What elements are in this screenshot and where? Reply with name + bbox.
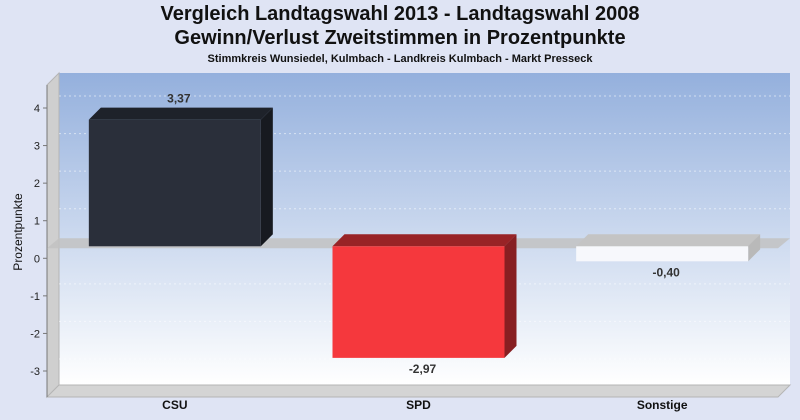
bar-side-face xyxy=(260,107,273,247)
bar-top-face xyxy=(332,234,517,247)
bar-side-face xyxy=(504,234,517,358)
y-tick-label: 1 xyxy=(34,216,40,228)
y-tick-label: -2 xyxy=(30,328,40,340)
y-tick-label: -3 xyxy=(30,366,40,378)
x-tick-label: CSU xyxy=(162,398,187,412)
y-tick-label: 4 xyxy=(34,103,40,115)
bar-front-face xyxy=(576,246,749,262)
data-label: -0,40 xyxy=(652,265,680,279)
y-tick-label: 2 xyxy=(34,178,40,190)
y-tick-label: 3 xyxy=(34,141,40,153)
chart-subtitle: Stimmkreis Wunsiedel, Kulmbach - Landkre… xyxy=(207,53,593,65)
bar-side-face xyxy=(748,234,761,262)
x-tick-label: Sonstige xyxy=(637,398,688,412)
floor xyxy=(45,384,792,398)
bar-front-face xyxy=(332,246,505,358)
bar-top-face xyxy=(576,234,761,247)
data-label: -2,97 xyxy=(409,362,437,376)
y-axis-title: Prozentpunkte xyxy=(11,193,25,271)
chart-title: Vergleich Landtagswahl 2013 - Landtagswa… xyxy=(160,3,640,25)
bar-csu xyxy=(88,107,273,247)
y-tick-label: 0 xyxy=(34,253,40,265)
left-wall xyxy=(46,71,60,399)
y-tick-label: -1 xyxy=(30,291,40,303)
x-tick-label: SPD xyxy=(406,398,431,412)
bar-spd xyxy=(332,234,517,358)
bar-top-face xyxy=(88,107,273,120)
data-label: 3,37 xyxy=(167,92,191,106)
chart-title-line-2: Gewinn/Verlust Zweitstimmen in Prozentpu… xyxy=(174,27,626,49)
bar-sonstige xyxy=(576,234,761,262)
bar-front-face xyxy=(88,119,261,247)
